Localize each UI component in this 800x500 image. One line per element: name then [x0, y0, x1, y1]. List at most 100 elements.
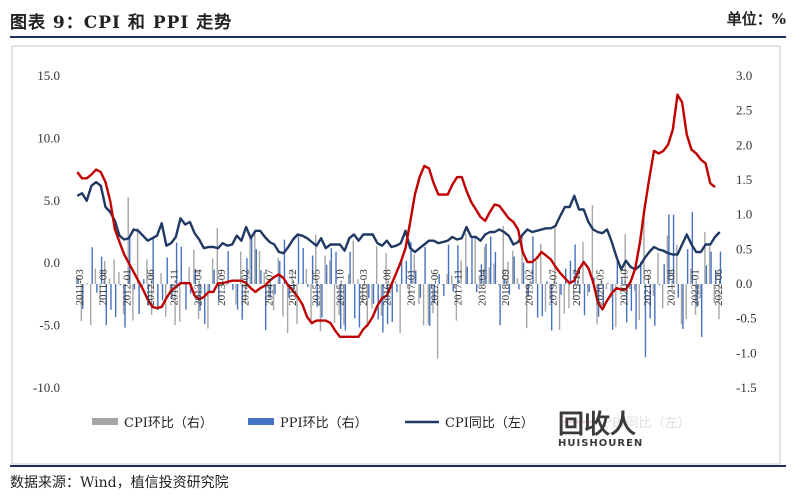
ppi-mom-bar	[569, 260, 572, 284]
cpi-mom-bar	[568, 284, 570, 309]
ppi-mom-bar	[204, 284, 206, 324]
ppi-mom-bar	[199, 284, 201, 311]
x-tick-label: 2021-08	[666, 269, 678, 306]
x-tick-label: 2016-08	[382, 269, 394, 306]
ppi-mom-bar	[143, 279, 145, 284]
cpi-mom-bar	[586, 284, 589, 296]
top-rule	[10, 36, 786, 38]
cpi-mom-bar	[596, 284, 598, 325]
ppi-mom-bar	[546, 281, 548, 284]
bottom-rule	[10, 465, 786, 467]
ppi-mom-bar	[715, 270, 717, 284]
cpi-mom-bar	[179, 284, 181, 322]
cpi-mom-bar	[169, 284, 172, 295]
x-tick-label: 2015-05	[311, 269, 323, 306]
cpi-mom-bar	[540, 243, 542, 284]
ppi-mom-bar	[471, 238, 473, 284]
cpi-mom-bar	[240, 251, 242, 284]
ppi-mom-bar	[86, 283, 89, 284]
cpi-mom-bar	[638, 284, 640, 320]
cpi-mom-bar	[577, 267, 580, 284]
unit-label: 单位：%	[726, 10, 786, 28]
ppi-mom-bar	[405, 260, 408, 284]
cpi-mom-bar	[708, 246, 711, 284]
y-right-tick-label: -1.0	[736, 345, 757, 360]
cpi-mom-bar	[113, 259, 115, 284]
header: 图表 9：CPI 和 PPI 走势 单位：%	[0, 0, 800, 36]
ppi-mom-bar	[490, 236, 492, 284]
cpi-mom-bar	[661, 284, 664, 309]
cpi-mom-bar	[676, 244, 678, 284]
cpi-mom-bar	[563, 284, 565, 314]
ppi-mom-bar	[377, 284, 379, 320]
cpi-mom-bar	[591, 205, 594, 284]
ppi-mom-bar	[705, 265, 708, 284]
x-tick-label: 2014-07	[263, 269, 275, 306]
ppi-mom-bar	[255, 249, 258, 284]
y-right-tick-label: 2.0	[736, 137, 752, 152]
ppi-mom-bar	[335, 251, 337, 284]
cpi-mom-bar	[521, 236, 523, 284]
ppi-mom-bar	[536, 284, 539, 318]
ppi-mom-bar	[91, 247, 93, 284]
cpi-mom-bar	[535, 260, 537, 284]
cpi-mom-bar	[347, 274, 350, 284]
cpi-mom-bar	[554, 227, 556, 284]
ppi-mom-bar	[527, 284, 529, 297]
cpi-mom-bar	[493, 263, 495, 284]
x-tick-label: 2014-12	[287, 269, 299, 306]
legend-label: CPI同比（左）	[445, 416, 534, 431]
cpi-mom-bar	[263, 272, 265, 284]
cpi-mom-bar	[207, 284, 209, 329]
x-tick-label: 2016-03	[358, 269, 370, 306]
x-tick-label: 2013-09	[216, 269, 228, 306]
ppi-mom-bar	[227, 251, 229, 284]
cpi-mom-bar	[319, 284, 322, 332]
ppi-mom-bar	[433, 284, 436, 304]
ppi-mom-bar	[260, 270, 262, 284]
cpi-mom-bar	[118, 271, 120, 284]
ppi-mom-bar	[316, 284, 318, 307]
y-left-tick-label: -10.0	[33, 380, 60, 395]
cpi-mom-bar	[699, 284, 701, 299]
watermark-subtext: HUISHOUREN	[558, 438, 643, 448]
cpi-mom-bar	[150, 284, 153, 316]
cpi-mom-bar	[469, 283, 472, 284]
y-right-tick-label: -0.5	[736, 311, 757, 326]
ppi-mom-bar	[635, 284, 637, 330]
ppi-mom-bar	[152, 236, 154, 284]
cpi-mom-bar	[315, 234, 317, 284]
y-left-tick-label: 5.0	[44, 193, 60, 208]
chart-frame	[11, 45, 781, 465]
cpi-mom-bar	[446, 274, 448, 284]
x-tick-label: 2020-10	[618, 269, 630, 306]
ppi-mom-bar	[710, 251, 712, 284]
cpi-mom-bar	[408, 284, 411, 297]
cpi-mom-bar	[690, 268, 692, 284]
ppi-mom-bar	[668, 214, 670, 284]
cpi-mom-bar	[174, 284, 176, 326]
ppi-mom-bar	[672, 214, 675, 284]
cpi-mom-bar	[497, 284, 500, 286]
ppi-mom-bar	[194, 269, 197, 284]
cpi-mom-bar	[704, 231, 706, 284]
x-tick-label: 2017-11	[453, 269, 465, 305]
cpi-mom-bar	[455, 284, 458, 321]
x-tick-label: 2017-01	[405, 269, 417, 306]
cpi-mom-bar	[296, 284, 298, 324]
cpi-mom-bar	[104, 260, 106, 284]
cpi-mom-bar	[244, 284, 247, 304]
ppi-mom-bar	[119, 284, 122, 286]
ppi-mom-bar	[579, 284, 581, 295]
ppi-mom-bar	[147, 284, 150, 306]
cpi-mom-bar	[277, 257, 279, 284]
cpi-mom-bar	[619, 283, 622, 284]
x-tick-label: 2019-12	[571, 269, 583, 306]
cpi-mom-bar	[422, 284, 425, 326]
ppi-mom-bar	[499, 284, 501, 326]
cpi-mom-bar	[671, 284, 673, 292]
cpi-mom-bar	[235, 284, 237, 305]
ppi-mom-bar	[77, 278, 79, 284]
y-right-tick-label: 3.0	[736, 68, 752, 83]
ppi-mom-bar	[630, 284, 633, 311]
